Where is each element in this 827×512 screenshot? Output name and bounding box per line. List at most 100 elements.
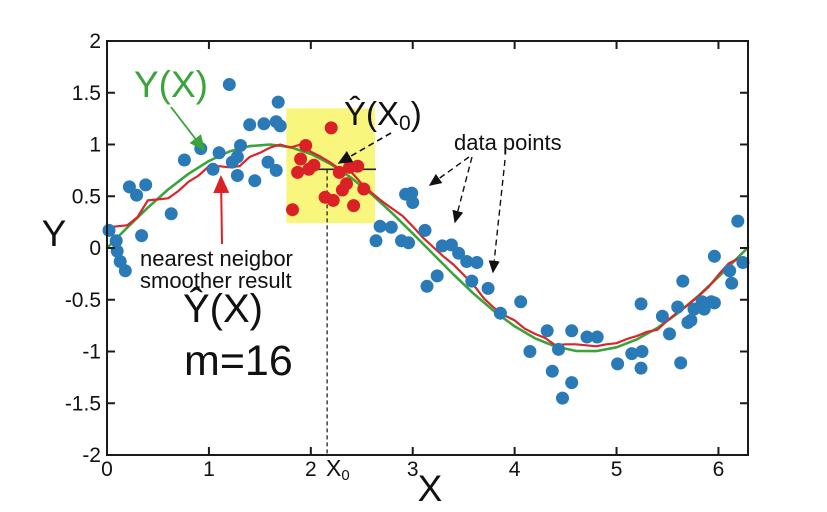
neighborhood-point [291,165,305,179]
data-point [635,345,649,358]
data-point [369,234,383,248]
data-point [725,276,739,290]
data-point [634,297,648,311]
x-tick-label: 2 [305,458,317,481]
neighborhood-point [307,158,321,172]
neighborhood-point [299,139,313,152]
data-point [206,162,220,176]
data-points-arrow-1 [428,156,470,186]
data-point [384,220,398,234]
y-tick-label: -1.5 [65,392,101,415]
data-point [707,296,721,310]
data-point [514,295,528,309]
data-point [523,345,537,358]
y-tick-label: -0.5 [65,289,101,312]
x-tick-label: 6 [713,458,725,481]
data-point [676,274,690,288]
data-point [177,153,191,167]
data-point [139,178,153,192]
data-point [269,163,283,177]
y-tick-label: 1.5 [72,82,101,105]
x-tick-label: 3 [407,458,419,481]
x-tick-label: 0 [101,458,113,481]
smoother-arrow [213,175,230,245]
data-point [234,139,247,152]
data-point [481,281,495,295]
y-tick-label: 1 [89,134,101,157]
data-point [545,364,559,378]
data-point [655,309,669,323]
data-point [634,361,648,375]
data-point [405,186,419,200]
data-point [271,95,285,109]
annotations-layer: Y(X) Ŷ(X0) data points nearest neigbor s… [134,64,562,385]
data-point [460,255,474,268]
x-tick-label: 4 [509,458,521,481]
data-point [452,246,466,260]
y-tick-label: -1 [82,341,101,364]
data-point [625,347,639,361]
neighborhood-point [286,203,299,217]
data-point [565,376,579,390]
y-tick-label: 2 [89,30,101,53]
data-point [418,223,432,237]
x-axis-title: X [418,468,443,509]
data-point [230,169,244,182]
x-tick-label: 5 [611,458,623,481]
data-point [470,256,484,269]
data-point [736,256,750,269]
true-curve-arrow [170,106,206,152]
data-point [273,119,287,133]
y-tick-label: 0 [89,237,101,260]
true-curve-label: Y(X) [134,64,208,105]
y-axis-title: Y [42,213,67,254]
data-point [674,356,688,370]
data-point [257,117,271,131]
data-point [731,214,745,228]
estimate-function-label: Ŷ(X) [183,286,263,331]
x0-tick-label: X0 [326,455,350,484]
data-point [118,264,132,278]
data-point [663,327,676,341]
neighborhood-point [351,159,365,173]
neighborhood-point [347,199,361,213]
data-point [723,264,737,278]
data-point [493,306,507,320]
smoother-caption-line2: smoother result [140,268,292,293]
tick-labels-layer: 0 1 2 3 4 5 6 -2 -1.5 -1 -0.5 0 0.5 1 1.5 2 [65,30,724,481]
neighborhood-size-label: m=16 [184,337,293,385]
data-point [212,146,226,160]
data-point [261,155,275,169]
data-point [552,342,565,356]
data-point [580,330,594,344]
data-point [707,249,721,263]
plot-frame [106,40,749,456]
y-tick-label: -2 [82,444,101,467]
estimate-at-x0-label: Ŷ(X0) [344,95,422,135]
data-point [135,229,149,243]
y-tick-label: 0.5 [72,185,101,208]
data-point [194,142,208,156]
data-point [222,78,236,91]
data-point [109,234,123,248]
data-point [102,223,116,237]
neighborhood-point [340,177,353,191]
data-points-arrow-3 [488,159,506,274]
data-point [556,391,569,405]
points-layer [102,78,750,405]
data-point [684,313,698,327]
data-point [611,357,625,371]
estimate-at-x0-arrow [337,132,392,164]
x-tick-label: 1 [203,458,215,481]
data-point [590,330,604,344]
neighborhood-point [324,121,338,135]
data-point [373,219,387,233]
data-point [420,279,434,293]
data-point [402,236,416,250]
data-point [671,300,685,314]
neighborhood-point [357,182,371,196]
data-point [248,174,262,188]
